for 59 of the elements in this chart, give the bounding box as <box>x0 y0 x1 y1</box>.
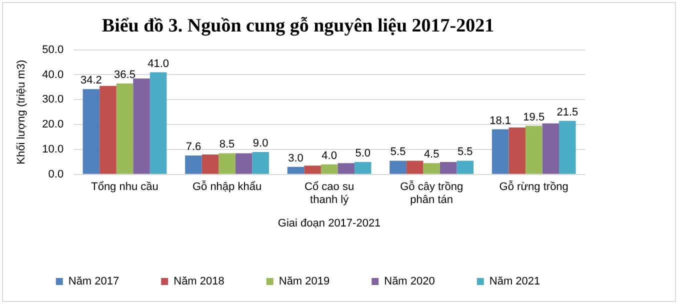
legend-label: Năm 2020 <box>384 276 435 288</box>
bar <box>492 129 509 174</box>
legend-label: Năm 2021 <box>489 276 540 288</box>
data-label: 4.0 <box>322 150 337 162</box>
y-axis-title: Khối lượng (triệu m3) <box>16 60 28 164</box>
y-tick-label: 0.0 <box>48 168 64 180</box>
bar <box>338 163 354 174</box>
data-label: 5.5 <box>457 146 473 158</box>
bar <box>218 153 236 174</box>
x-tick-label: Gỗ cây trồng phân tán <box>400 180 464 206</box>
data-label: 7.6 <box>186 140 202 153</box>
data-label: 19.5 <box>523 111 545 124</box>
data-label: 41.0 <box>148 58 170 70</box>
data-label: 34.2 <box>80 74 102 87</box>
y-tick-label: 20.0 <box>42 118 64 131</box>
bar <box>390 160 406 174</box>
bar <box>202 154 219 174</box>
y-tick-label: 40.0 <box>42 68 64 81</box>
bar <box>440 162 457 174</box>
y-tick-label: 30.0 <box>42 94 64 106</box>
bar <box>525 126 542 174</box>
legend-label: Năm 2018 <box>174 276 224 288</box>
bar <box>150 72 167 174</box>
data-label: 21.5 <box>556 106 578 118</box>
x-tick-label: Gỗ nhập khẩu <box>192 180 262 194</box>
y-tick-label: 10.0 <box>42 144 64 156</box>
bar <box>354 162 372 174</box>
bar <box>252 152 269 174</box>
data-label: 5.0 <box>355 147 370 160</box>
bar <box>423 163 440 174</box>
bar <box>235 153 252 174</box>
legend-label: Năm 2019 <box>278 276 330 288</box>
data-label: 9.0 <box>252 138 268 150</box>
x-axis-title: Giai đoạn 2017-2021 <box>278 217 381 230</box>
bar <box>185 155 202 174</box>
chart-title: Biểu đồ 3. Nguồn cung gỗ nguyên liệu 2017-2021 <box>102 15 494 36</box>
bar <box>287 166 304 174</box>
bar <box>82 89 100 174</box>
x-tick-label: Gỗ rừng trồng <box>499 180 568 194</box>
bar <box>406 160 424 174</box>
bar <box>559 120 576 174</box>
data-label: 8.5 <box>219 138 235 151</box>
data-label: 36.5 <box>114 68 136 81</box>
y-tick-label: 50.0 <box>42 44 64 56</box>
x-tick-label: Tổng nhu cầu <box>91 181 158 194</box>
bar <box>320 164 338 174</box>
legend-label: Năm 2017 <box>68 276 120 288</box>
data-label: 4.5 <box>424 148 440 161</box>
data-label: 5.5 <box>390 146 406 158</box>
data-label: 18.1 <box>490 114 512 127</box>
data-label: 3.0 <box>288 152 304 164</box>
bar <box>304 166 321 174</box>
bar <box>133 78 150 174</box>
bar <box>508 128 526 174</box>
x-tick-label: Cổ cao su thanh lý <box>304 181 354 206</box>
bar <box>100 86 116 174</box>
bar <box>542 123 560 174</box>
bar <box>456 160 474 174</box>
bar <box>116 83 134 174</box>
